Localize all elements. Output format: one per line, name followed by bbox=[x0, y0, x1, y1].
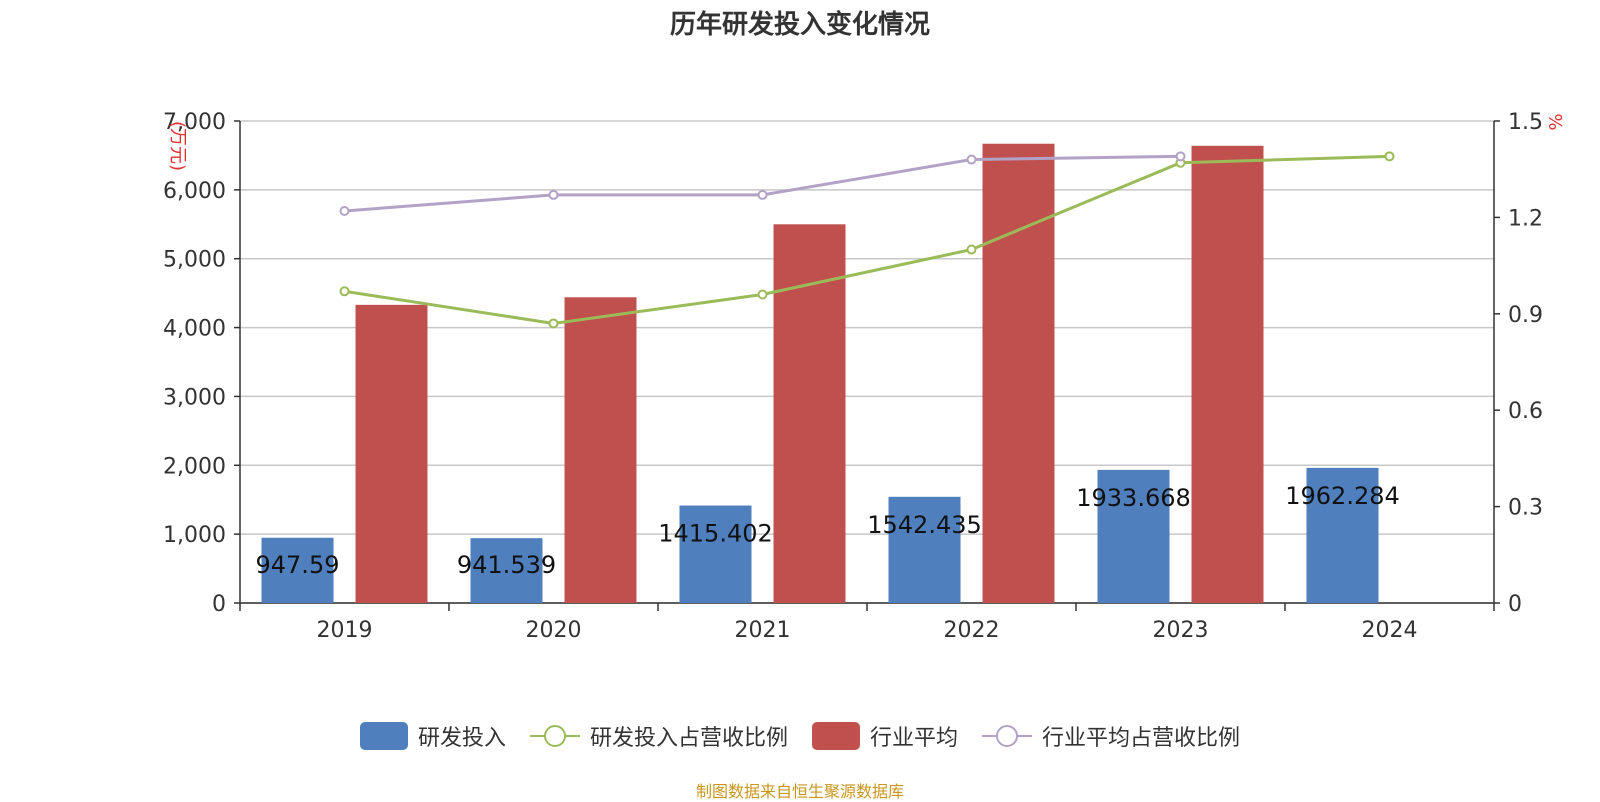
bar bbox=[773, 224, 846, 604]
series-line bbox=[344, 154, 1390, 325]
series-line bbox=[344, 154, 1181, 213]
line-point bbox=[966, 244, 977, 255]
bar bbox=[888, 496, 961, 603]
legend-label-rd-spend: 研发投入 bbox=[417, 726, 506, 751]
x-tick-label: 2020 bbox=[526, 618, 582, 643]
x-tick-label: 2024 bbox=[1362, 618, 1418, 643]
x-tick-label: 2023 bbox=[1153, 618, 1209, 643]
y-right-tick-label: 0.6 bbox=[1508, 399, 1543, 424]
bar bbox=[564, 297, 637, 603]
data-label: 1415.402 bbox=[658, 520, 773, 548]
y-left-tick-label: 5,000 bbox=[163, 248, 226, 273]
y-left-tick-label: 0 bbox=[212, 592, 226, 617]
legend-item-industry-ratio[interactable]: 行业平均占营收比例 bbox=[982, 720, 1240, 752]
x-tick-label: 2019 bbox=[317, 618, 373, 643]
legend-swatch-industry-ratio bbox=[982, 725, 1033, 747]
legend-item-industry-avg[interactable]: 行业平均 bbox=[812, 720, 958, 752]
line-point bbox=[1384, 151, 1395, 162]
y-right-tick-label: 0 bbox=[1508, 592, 1522, 617]
bar bbox=[1097, 469, 1170, 603]
line-point bbox=[757, 189, 768, 200]
y-left-tick-label: 7,000 bbox=[163, 110, 226, 135]
line-point bbox=[1175, 151, 1186, 162]
legend-label-industry-ratio: 行业平均占营收比例 bbox=[1042, 726, 1241, 751]
legend-swatch-rd-spend bbox=[359, 722, 408, 750]
x-tick-label: 2021 bbox=[735, 618, 791, 643]
y-left-tick-label: 3,000 bbox=[163, 385, 226, 410]
bar bbox=[982, 143, 1055, 604]
legend-swatch-rd-ratio bbox=[529, 725, 580, 747]
y-left-axis-label: (万元) bbox=[167, 121, 188, 171]
y-right-tick-label: 0.9 bbox=[1508, 303, 1543, 328]
data-label: 941.539 bbox=[457, 551, 556, 579]
source-note: 制图数据来自恒生聚源数据库 bbox=[695, 782, 904, 801]
y-left-tick-label: 6,000 bbox=[163, 179, 226, 204]
legend-label-rd-ratio: 研发投入占营收比例 bbox=[589, 726, 788, 751]
y-left-tick-label: 2,000 bbox=[163, 454, 226, 479]
bar bbox=[261, 537, 334, 603]
bar bbox=[679, 505, 752, 603]
data-label: 1542.435 bbox=[867, 511, 982, 539]
y-left-tick-label: 1,000 bbox=[163, 523, 226, 548]
legend-swatch-industry-avg bbox=[812, 722, 860, 750]
legend: 研发投入 研发投入占营收比例 行业平均 行业平均占营收比例 bbox=[0, 720, 1600, 752]
bar bbox=[1191, 145, 1264, 603]
line-point bbox=[548, 318, 559, 329]
legend-item-rd-spend[interactable]: 研发投入 bbox=[359, 720, 506, 752]
data-label: 1933.668 bbox=[1076, 484, 1191, 512]
bar bbox=[470, 538, 543, 603]
y-right-tick-label: 1.5 bbox=[1508, 110, 1543, 135]
y-right-axis-label: % bbox=[1546, 113, 1567, 130]
bar bbox=[355, 304, 428, 603]
bar bbox=[1306, 467, 1379, 603]
y-right-tick-label: 0.3 bbox=[1508, 496, 1543, 521]
line-point bbox=[966, 154, 977, 165]
legend-item-rd-ratio[interactable]: 研发投入占营收比例 bbox=[529, 720, 788, 752]
line-point bbox=[548, 189, 559, 200]
y-right-tick-label: 1.2 bbox=[1508, 206, 1543, 231]
legend-label-industry-avg: 行业平均 bbox=[870, 726, 959, 751]
line-point bbox=[339, 286, 350, 297]
y-left-tick-label: 4,000 bbox=[163, 317, 226, 342]
chart-title: 历年研发投入变化情况 bbox=[669, 10, 930, 40]
data-label: 947.59 bbox=[256, 551, 340, 579]
line-point bbox=[757, 289, 768, 300]
line-point bbox=[339, 205, 350, 216]
x-tick-label: 2022 bbox=[944, 618, 1000, 643]
data-label: 1962.284 bbox=[1285, 482, 1400, 510]
